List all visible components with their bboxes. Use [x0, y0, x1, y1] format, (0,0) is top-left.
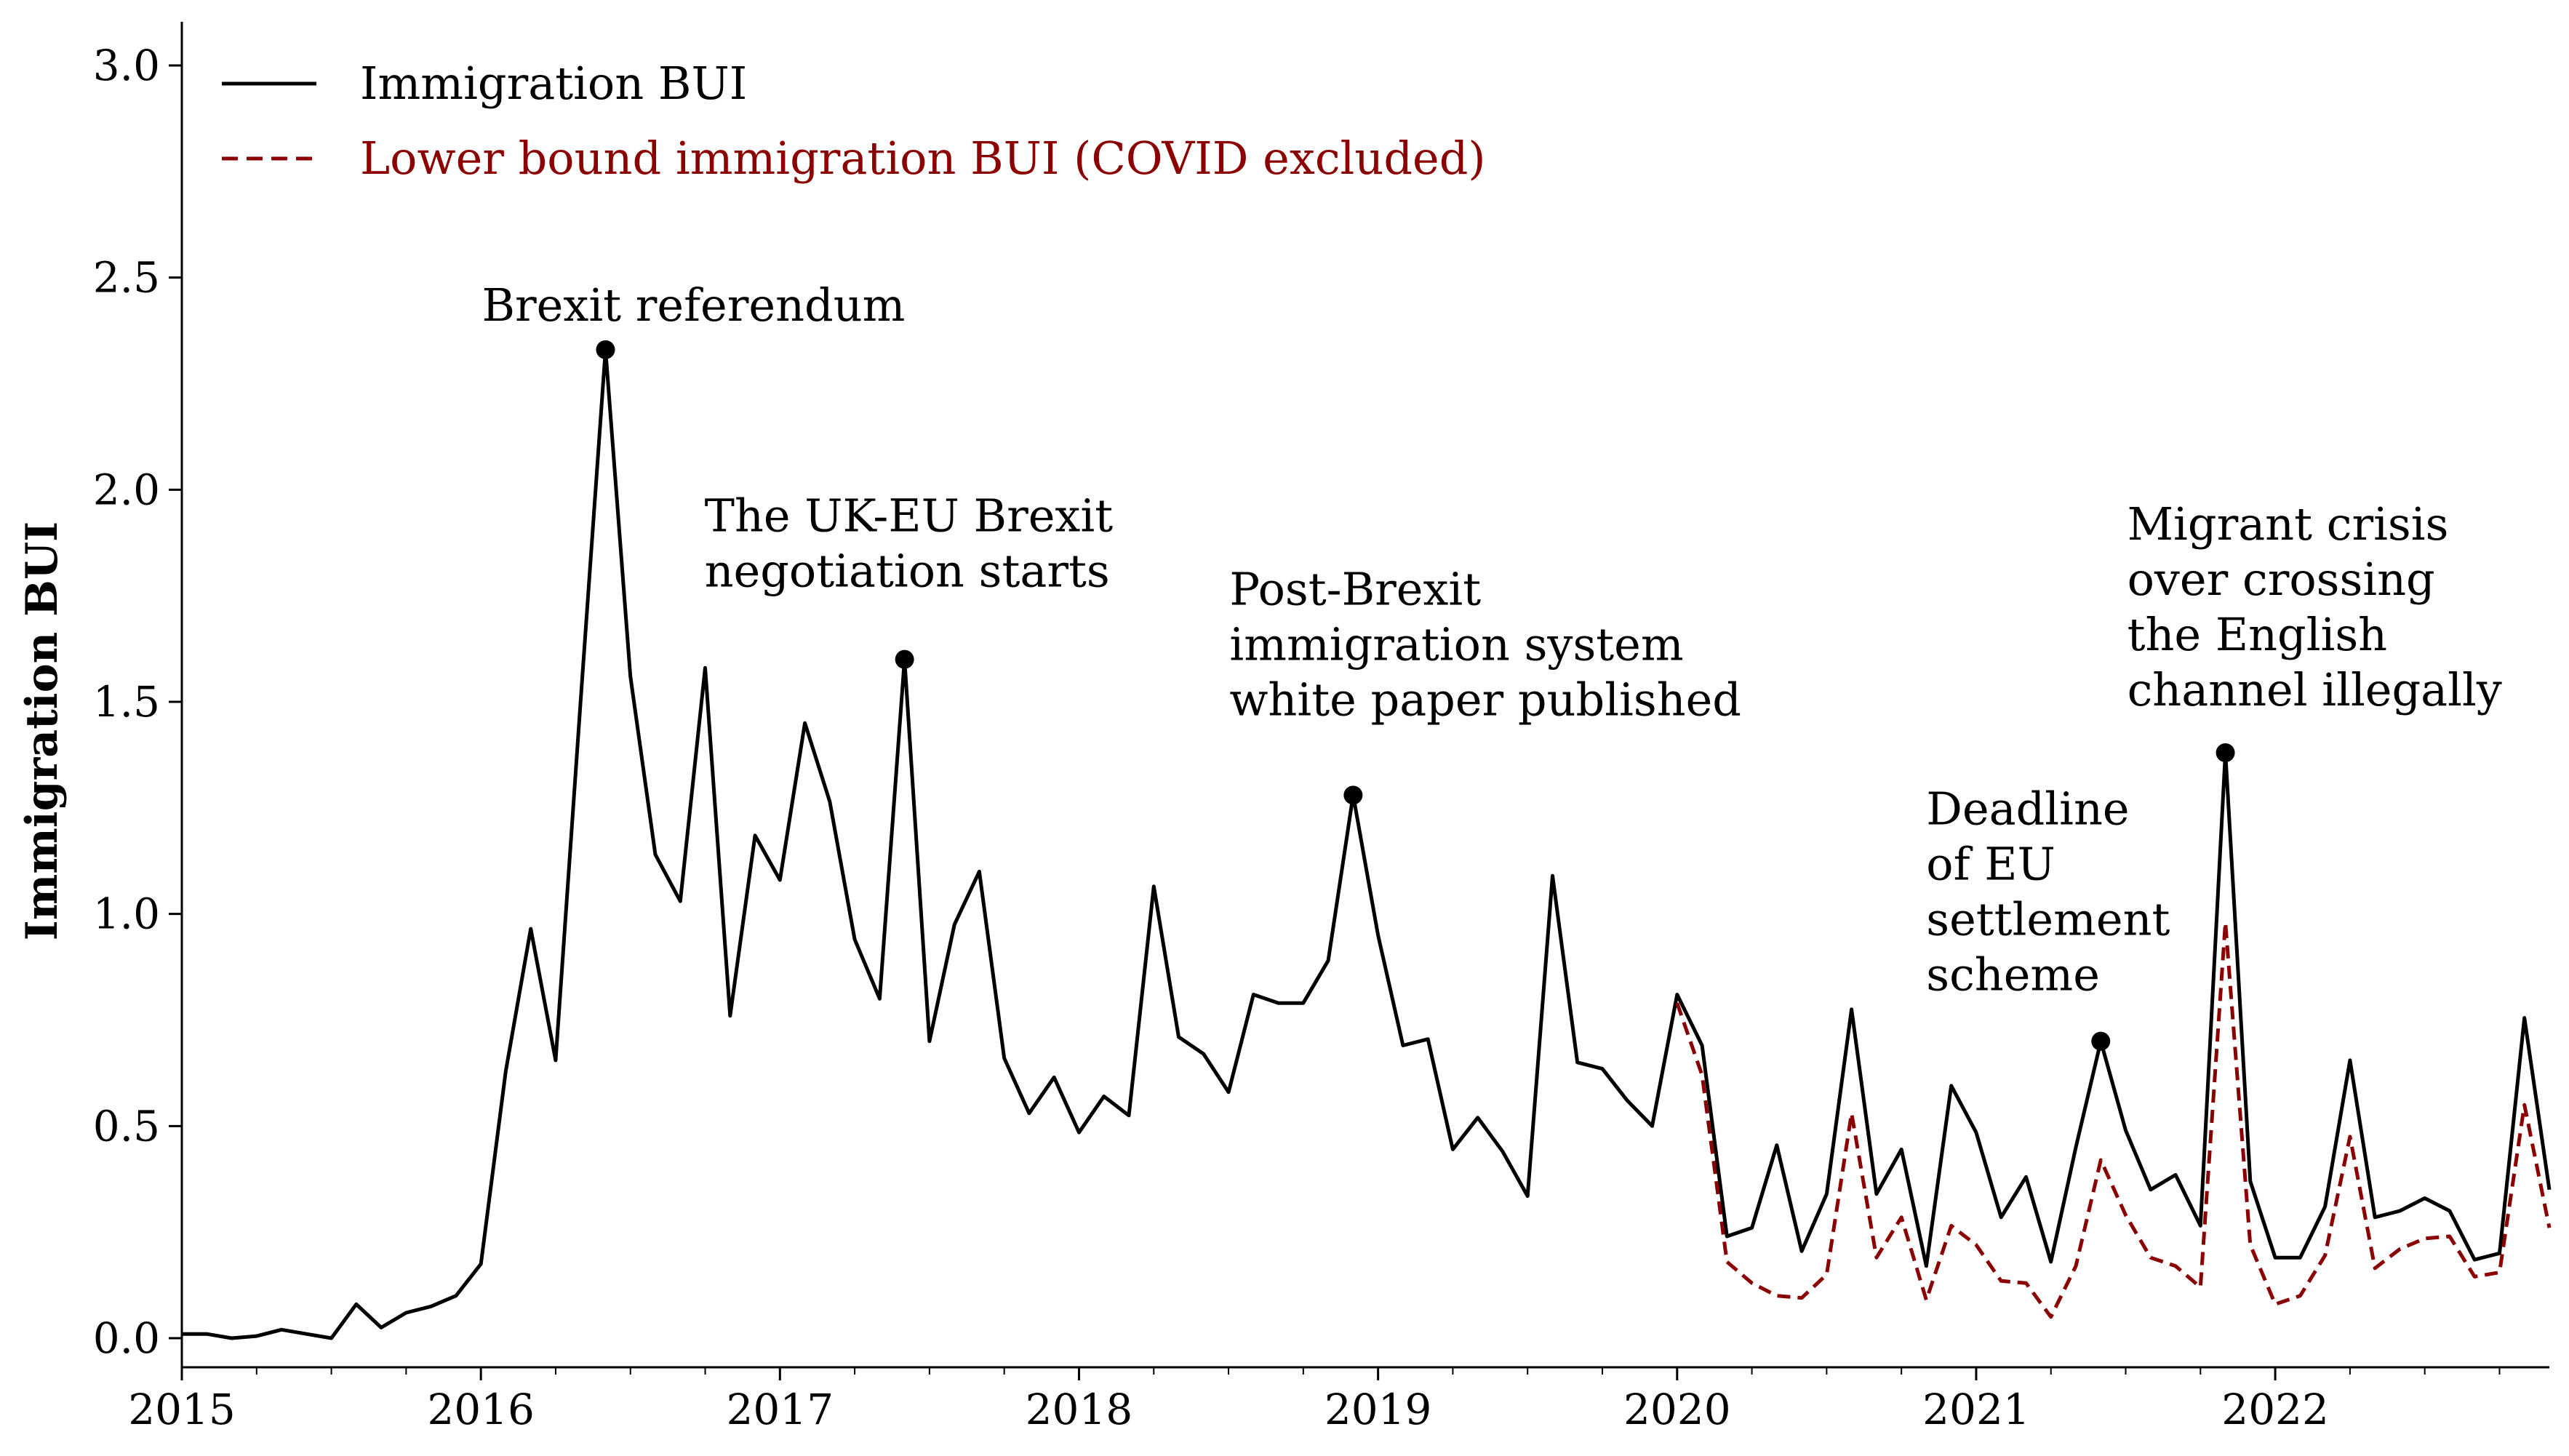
annotation-label-line: scheme: [1926, 948, 2100, 1001]
annotation-label-line: channel illegally: [2127, 663, 2502, 716]
legend-label-0: Immigration BUI: [360, 57, 747, 110]
legend: Immigration BUI Lower bound immigration B…: [222, 57, 1486, 185]
y-tick-label: 2.5: [93, 253, 160, 303]
annotation-label: Migrant crisis over crossing the English ch…: [2127, 497, 2502, 716]
annotation-label: Post-Brexit immigration system white paper…: [1229, 562, 1741, 726]
y-tick-label: 2.0: [93, 465, 160, 514]
annotation-label-line: of EU: [1926, 838, 2055, 891]
annotation-label: Brexit referendum: [482, 279, 905, 332]
annotation-label-line: Deadline: [1926, 783, 2129, 836]
x-tick-label: 2017: [727, 1385, 834, 1434]
series-line-0: [182, 348, 2552, 1340]
x-tick-label: 2018: [1026, 1385, 1133, 1434]
y-tick-label: 3.0: [93, 41, 160, 90]
series-line-1: [1675, 920, 2552, 1319]
annotation-marker: [596, 340, 615, 359]
annotation-label-line: The UK-EU Brexit: [705, 489, 1114, 543]
annotation-label-line: over crossing: [2127, 553, 2435, 606]
annotation-label-line: the English: [2127, 608, 2388, 661]
annotation-label: Deadline of EU settlement scheme: [1926, 783, 2170, 1001]
annotation-marker: [1343, 785, 1363, 805]
annotation-label-line: Migrant crisis: [2127, 497, 2449, 551]
annotation-label-line: negotiation starts: [705, 545, 1110, 598]
y-tick-label: 0.0: [93, 1313, 160, 1363]
annotation-label-line: Brexit referendum: [482, 279, 905, 332]
x-tick-label: 2019: [1325, 1385, 1432, 1434]
axes: 0.0 0.5 1.0 1.5 2.0 2.5 3.0 2015 2016 2017 2018 201…: [93, 22, 2549, 1434]
annotation-label-line: white paper published: [1229, 673, 1741, 726]
x-tick-label: 2020: [1623, 1385, 1731, 1434]
x-tick-label: 2022: [2221, 1385, 2329, 1434]
annotation-label-line: immigration system: [1229, 617, 1683, 671]
annotation-label: The UK-EU Brexit negotiation starts: [705, 489, 1114, 598]
y-tick-label: 0.5: [93, 1101, 160, 1151]
annotation-label-line: Post-Brexit: [1229, 562, 1481, 615]
y-axis-label: Immigration BUI: [17, 521, 68, 940]
legend-label-1: Lower bound immigration BUI (COVID exclu…: [360, 132, 1486, 185]
annotation-marker: [2091, 1031, 2111, 1051]
y-tick-label: 1.0: [93, 889, 160, 939]
series-group: [182, 348, 2552, 1340]
annotations-group: Brexit referendum The UK-EU Brexit negotia…: [482, 279, 2502, 1051]
x-tick-label: 2021: [1922, 1385, 2030, 1434]
annotation-label-line: settlement: [1926, 893, 2170, 946]
annotation-marker: [2216, 743, 2235, 762]
y-tick-label: 1.5: [93, 677, 160, 727]
x-tick-label: 2016: [427, 1385, 535, 1434]
annotation-marker: [895, 649, 914, 669]
x-tick-label: 2015: [128, 1385, 236, 1434]
